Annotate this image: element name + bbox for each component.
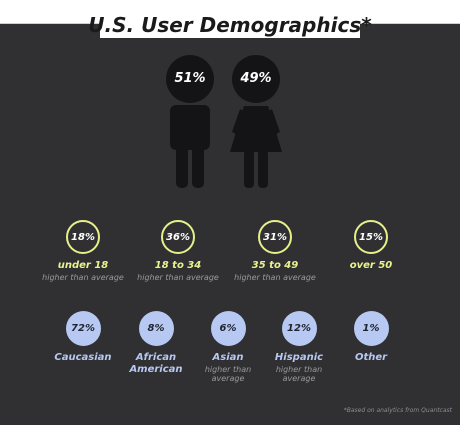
female-figure-icon (230, 55, 282, 188)
age-note: higher than average (42, 273, 124, 282)
ethnicity-african-american: 8% African American (116, 311, 196, 377)
male-percentage: 51% (174, 71, 206, 86)
ethnicity-note: higher than average (204, 365, 252, 383)
age-note: higher than average (234, 273, 316, 282)
ethnicity-label: Caucasian (54, 352, 112, 363)
page-title: U.S. User Demographics* (88, 13, 372, 37)
age-percentage-ring: 18% (66, 220, 100, 254)
ethnicity-note: higher than average (275, 365, 323, 383)
ethnicity-caucasian: 72% Caucasian (43, 311, 123, 365)
age-label: over 50 (349, 260, 393, 271)
title-band (100, 8, 360, 38)
age-percentage-ring: 15% (354, 220, 388, 254)
ethnicity-asian: 6% Asian higher than average (188, 311, 268, 383)
age-group-over-50: 15% over 50 (316, 220, 426, 273)
female-percentage: 49% (240, 71, 272, 86)
ethnicity-percentage-disc: 1% (353, 311, 389, 346)
age-label: 35 to 49 (251, 260, 299, 271)
ethnicity-percentage-disc: 6% (210, 311, 246, 346)
age-label: under 18 (57, 260, 109, 271)
ethnicity-label: Asian (212, 352, 244, 363)
ethnicity-hispanic: 12% Hispanic higher than average (259, 311, 339, 383)
age-percentage-ring: 31% (258, 220, 292, 254)
male-figure-icon (166, 55, 214, 188)
ethnicity-percentage-disc: 12% (281, 311, 317, 346)
age-group-under-18: 18% under 18 higher than average (28, 220, 138, 282)
age-group-18-34: 36% 18 to 34 higher than average (123, 220, 233, 282)
ethnicity-label: Other (354, 352, 388, 363)
ethnicity-label: African American (129, 352, 183, 375)
age-percentage-ring: 36% (161, 220, 195, 254)
age-label: 18 to 34 (154, 260, 202, 271)
ethnicity-label: Hispanic (274, 352, 324, 363)
ethnicity-percentage-disc: 72% (65, 311, 101, 346)
age-note: higher than average (137, 273, 219, 282)
ethnicity-percentage-disc: 8% (138, 311, 174, 346)
age-group-35-49: 31% 35 to 49 higher than average (220, 220, 330, 282)
ethnicity-other: 1% Other (331, 311, 411, 365)
footnote: *Based on analytics from Quantcast (343, 407, 452, 414)
